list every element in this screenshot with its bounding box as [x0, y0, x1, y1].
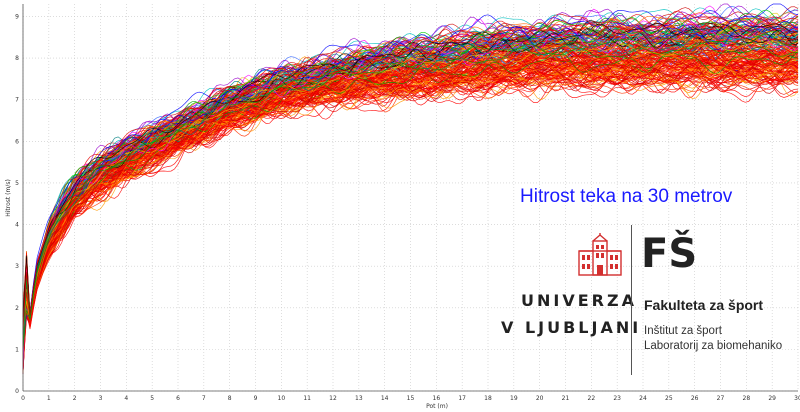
series-line: [22, 22, 799, 318]
x-tick-label: 4: [124, 395, 128, 402]
x-tick-label: 22: [588, 395, 596, 402]
x-tick-label: 3: [99, 395, 103, 402]
series-line: [22, 58, 799, 333]
y-tick-label: 1: [15, 346, 19, 353]
x-tick-label: 14: [381, 395, 389, 402]
series-line: [22, 62, 799, 358]
x-tick-label: 0: [21, 395, 25, 402]
y-tick-label: 3: [15, 263, 19, 270]
series-line: [22, 32, 799, 328]
x-tick-label: 25: [665, 395, 673, 402]
series-line: [22, 14, 799, 316]
series-line: [22, 33, 799, 353]
x-tick-label: 20: [536, 395, 544, 402]
chart-grid: [22, 4, 799, 392]
series-line: [22, 9, 799, 315]
y-tick-label: 6: [15, 138, 19, 145]
x-tick-label: 11: [303, 395, 311, 402]
x-tick-label: 27: [717, 395, 725, 402]
x-tick-label: 23: [613, 395, 621, 402]
series-line: [22, 72, 799, 327]
x-tick-label: 1: [47, 395, 51, 402]
chart-title: Hitrost teka na 30 metrov: [520, 186, 733, 207]
series-line: [22, 10, 799, 316]
series-line: [22, 35, 799, 368]
series-line: [22, 22, 799, 329]
institute-name: Inštitut za šport: [644, 325, 722, 337]
x-tick-label: 12: [329, 395, 337, 402]
y-tick-label: 4: [15, 222, 19, 229]
y-tick-label: 8: [15, 55, 19, 62]
x-tick-label: 6: [176, 395, 180, 402]
series-line: [22, 13, 799, 344]
x-tick-label: 17: [458, 395, 466, 402]
chart-axes: 0 1 2 3 4 5 6 7 8 9 10 11 12 13 14 15 16 17 18 19 20 21 22 23 24…: [15, 4, 800, 402]
y-axis-label: Hitrost (m/s): [5, 179, 12, 217]
x-tick-label: 30: [794, 395, 800, 402]
laboratory-name: Laboratorij za biomehaniko: [644, 340, 783, 352]
y-tick-label: 0: [15, 388, 19, 395]
x-tick-label: 5: [150, 395, 154, 402]
logo-block: UNIVERZA V LJUBLJANI FŠ Fakulteta za špo…: [501, 225, 795, 375]
x-tick-label: 21: [562, 395, 570, 402]
faculty-name: Fakulteta za šport: [644, 297, 764, 313]
x-tick-label: 26: [691, 395, 699, 402]
x-tick-label: 10: [278, 395, 286, 402]
chart-series-group: [22, 3, 799, 375]
x-tick-label: 18: [484, 395, 492, 402]
x-tick-label: 15: [407, 395, 415, 402]
x-tick-label: 16: [433, 395, 441, 402]
series-line: [22, 62, 799, 359]
series-line: [22, 40, 799, 332]
series-line: [22, 54, 799, 369]
x-axis-label: Pot (m): [426, 403, 448, 410]
x-tick-label: 2: [73, 395, 77, 402]
x-tick-label: 19: [510, 395, 518, 402]
series-line: [22, 77, 799, 340]
y-tick-label: 5: [15, 180, 19, 187]
series-line: [22, 62, 799, 343]
x-tick-label: 24: [639, 395, 647, 402]
x-tick-label: 9: [254, 395, 258, 402]
series-line: [22, 51, 799, 325]
y-tick-label: 7: [15, 97, 19, 104]
university-building-icon: [578, 233, 622, 276]
y-tick-label: 2: [15, 305, 19, 312]
faculty-mark: FŠ: [641, 231, 698, 277]
y-tick-label: 9: [15, 13, 19, 20]
logo-divider: [631, 225, 632, 375]
x-tick-label: 28: [743, 395, 751, 402]
series-line: [22, 28, 799, 346]
series-line: [22, 21, 799, 369]
university-name-line1: UNIVERZA: [521, 291, 637, 310]
series-line: [22, 65, 799, 327]
series-line: [22, 7, 799, 314]
x-tick-label: 7: [202, 395, 206, 402]
series-line: [22, 19, 799, 344]
x-tick-label: 13: [355, 395, 363, 402]
x-tick-label: 29: [768, 395, 776, 402]
x-tick-label: 8: [228, 395, 232, 402]
university-name-line2: V LJUBLJANI: [501, 318, 642, 337]
